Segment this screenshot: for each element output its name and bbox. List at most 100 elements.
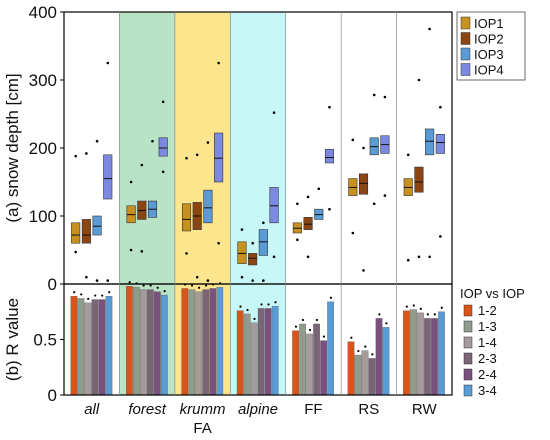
bar-1-2-krumm [181, 288, 189, 396]
significance-dot [322, 335, 326, 338]
significance-dot [378, 313, 381, 316]
legend-a-swatch-IOP3 [460, 47, 471, 61]
outlier-point [251, 241, 254, 245]
significance-dot [329, 296, 333, 299]
significance-dot [412, 304, 415, 307]
box-IOP4-all [103, 154, 113, 200]
outlier-point [206, 279, 210, 282]
outlier-point [217, 61, 220, 65]
outlier-point [351, 138, 355, 142]
outlier-point [417, 255, 421, 259]
bar-2-4-krumm [209, 288, 217, 396]
significance-dot [246, 308, 249, 312]
outlier-point [272, 255, 276, 259]
significance-dot [433, 313, 436, 316]
box-IOP1-all [71, 222, 81, 244]
outlier-point [406, 258, 410, 262]
legend-b-label-1-3: 1-3 [478, 319, 497, 334]
outlier-point [262, 221, 265, 225]
significance-dot [163, 290, 166, 293]
significance-dot [108, 291, 111, 294]
legend-b-swatch-1-2 [463, 304, 473, 317]
box-IOP4-FF [324, 149, 335, 164]
bar-3-4-RS [382, 327, 390, 396]
bar-2-4-alpine [264, 308, 272, 396]
bar-2-4-forest [153, 291, 161, 396]
bar-3-4-FF [327, 301, 334, 396]
significance-dot [101, 294, 104, 297]
outlier-point [362, 146, 365, 150]
bar-1-3-krumm [188, 289, 196, 396]
bar-1-3-all [77, 298, 85, 396]
significance-dot [301, 318, 305, 322]
significance-dot [308, 328, 312, 332]
bar-1-4-FF [306, 333, 313, 396]
outlier-point [417, 78, 421, 82]
box-IOP4-krumm [214, 132, 224, 183]
legend-a-label-IOP3: IOP3 [474, 47, 504, 62]
significance-dot [260, 303, 263, 306]
legend-b-swatch-2-4 [463, 368, 473, 381]
legend-b-swatch-3-4 [463, 384, 473, 397]
bar-2-3-all [91, 299, 99, 396]
bar-1-4-RS [361, 350, 369, 396]
outlier-point [272, 111, 276, 114]
outlier-point [106, 61, 110, 65]
ytick-label-a: 300 [29, 71, 57, 90]
outlier-point [74, 250, 77, 254]
significance-dot [128, 281, 131, 284]
panel-a-ylabel: (a) snow depth [cm] [3, 73, 22, 222]
significance-dot [426, 313, 429, 316]
ytick-label-a: 100 [29, 207, 57, 226]
significance-dot [371, 353, 374, 356]
bar-1-2-FF [292, 330, 299, 396]
outlier-point [362, 269, 365, 272]
ytick-label-a: 200 [29, 139, 57, 158]
outlier-point [195, 153, 199, 157]
outlier-point [306, 195, 310, 199]
outlier-point [372, 93, 376, 97]
outlier-point [195, 275, 199, 279]
bar-1-2-all [70, 296, 78, 396]
legend-b-swatch-2-3 [463, 352, 473, 365]
legend-b-label-2-3: 2-3 [478, 351, 497, 366]
legend-b-label-1-2: 1-2 [478, 303, 497, 318]
outlier-point [439, 105, 442, 109]
outlier-point [129, 180, 133, 184]
significance-dot [267, 303, 270, 306]
legend-b-label-3-4: 3-4 [478, 383, 497, 398]
outlier-point [383, 194, 387, 197]
box-IOP1-krumm [181, 203, 192, 232]
outlier-point [185, 252, 188, 255]
box-IOP2-RS [358, 173, 369, 195]
outlier-point [95, 279, 99, 282]
significance-dot [357, 349, 360, 353]
outlier-point [85, 275, 88, 279]
outlier-point [95, 139, 99, 143]
outlier-point [317, 187, 321, 191]
xtick-label-alpine: alpine [238, 401, 278, 418]
box-IOP1-alpine [237, 241, 247, 264]
xtick-label-FF: FF [304, 401, 322, 418]
outlier-point [217, 241, 220, 245]
outlier-point [296, 238, 299, 242]
outlier-point [140, 163, 144, 167]
outlier-point [439, 235, 442, 238]
outlier-point [428, 27, 431, 31]
significance-dot [204, 284, 208, 287]
significance-dot [190, 284, 194, 287]
significance-dot [87, 297, 90, 300]
outlier-point [240, 228, 244, 231]
box-IOP3-all [92, 215, 102, 236]
bar-1-4-krumm [195, 291, 203, 396]
legend-a-label-IOP2: IOP2 [474, 32, 504, 47]
outlier-point [240, 275, 244, 279]
significance-dot [315, 318, 319, 322]
ytick-label-b: 0 [48, 386, 57, 405]
outlier-point [383, 95, 387, 99]
legend-b-title: IOP vs IOP [460, 286, 525, 301]
outlier-point [428, 255, 431, 259]
outlier-point [251, 279, 254, 282]
outlier-point [328, 105, 331, 109]
outlier-point [406, 153, 410, 157]
